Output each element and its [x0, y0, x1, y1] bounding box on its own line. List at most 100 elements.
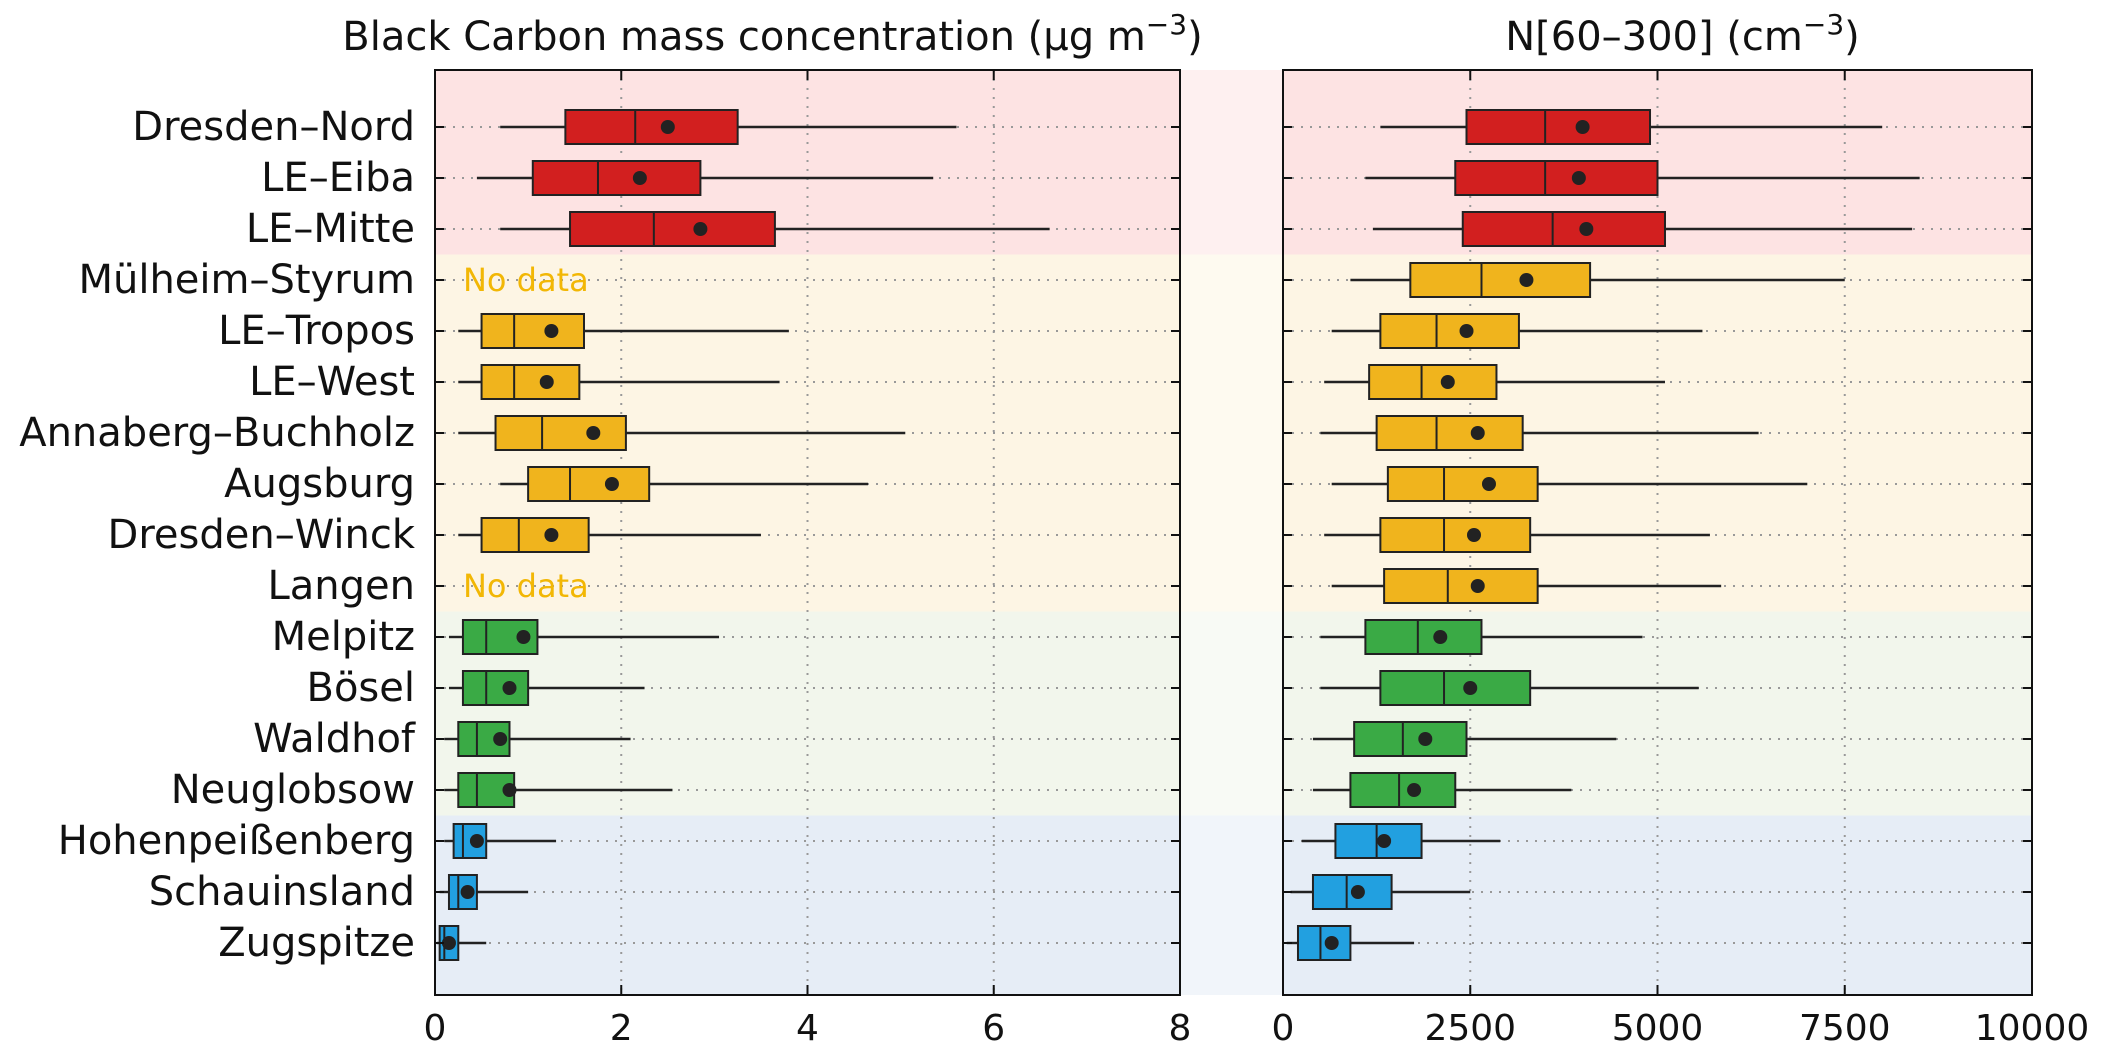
panel-2-title: N[60–300] (cm−3)	[1505, 8, 1860, 60]
station-label: Melpitz	[272, 614, 415, 660]
box-Dresden–Winck	[1324, 517, 1710, 553]
box-Langen	[1331, 568, 1722, 604]
band-green-gap	[1180, 611, 1283, 816]
iqr-box	[480, 313, 585, 349]
station-label: Zugspitze	[218, 920, 415, 966]
mean-marker	[1407, 783, 1422, 797]
iqr-box	[1296, 925, 1352, 961]
no-data-label: No data	[463, 567, 589, 605]
band-blue-panel1	[435, 815, 1180, 995]
box-Dresden–Nord	[500, 109, 957, 145]
mean-marker	[1324, 936, 1339, 950]
station-label: Hohenpeißenberg	[58, 818, 415, 864]
x-tick-label: 5000	[1612, 1008, 1704, 1049]
iqr-box	[527, 466, 651, 502]
mean-marker	[1470, 579, 1485, 593]
band-green-panel1	[435, 611, 1180, 816]
station-label: Waldhof	[253, 716, 416, 762]
station-label: LE–Eiba	[261, 155, 415, 201]
iqr-box	[1386, 466, 1539, 502]
iqr-box	[1461, 211, 1666, 247]
box-LE–Eiba	[1365, 160, 1920, 196]
station-label: Mülheim–Styrum	[78, 257, 415, 303]
x-tick-label: 10000	[1975, 1008, 2090, 1049]
mean-marker	[1459, 324, 1474, 338]
x-axis-ticks: 0 2 4 6 8 0 2500 5000 7500 10000	[424, 70, 2090, 1049]
station-label: Annaberg–Buchholz	[19, 410, 415, 456]
box-Augsburg	[500, 466, 869, 502]
mean-marker	[1466, 528, 1481, 542]
mean-marker	[502, 783, 517, 797]
station-label: Schauinsland	[149, 869, 415, 915]
mean-marker	[544, 324, 559, 338]
iqr-box	[1353, 721, 1468, 757]
station-label: LE–West	[249, 359, 415, 405]
mean-marker	[1463, 681, 1478, 695]
x-tick-label: 0	[424, 1008, 447, 1049]
band-orange-gap	[1180, 254, 1283, 612]
iqr-box	[569, 211, 776, 247]
band-red-gap	[1180, 70, 1283, 255]
box-Annaberg–Buchholz	[1320, 415, 1759, 451]
mean-marker	[441, 936, 456, 950]
box-Schauinsland	[1290, 874, 1471, 910]
mean-marker	[502, 681, 517, 695]
mean-marker	[1481, 477, 1496, 491]
x-tick-label: 0	[1272, 1008, 1295, 1049]
iqr-box	[1349, 772, 1457, 808]
iqr-box	[1379, 517, 1532, 553]
iqr-box	[1409, 262, 1592, 298]
box-Bösel	[448, 670, 645, 706]
station-label: LE–Mitte	[246, 206, 415, 252]
x-tick-label: 2500	[1424, 1008, 1516, 1049]
iqr-box	[1383, 568, 1539, 604]
box-Zugspitze	[1286, 925, 1415, 961]
mean-marker	[1575, 120, 1590, 134]
box-LE–Tropos	[1331, 313, 1703, 349]
station-label: Bösel	[307, 665, 415, 711]
box-Melpitz	[448, 619, 720, 655]
box-Mülheim–Styrum	[1350, 262, 1845, 298]
mean-marker	[1519, 273, 1534, 287]
mean-marker	[1470, 426, 1485, 440]
mean-marker	[1350, 885, 1365, 899]
iqr-box	[1454, 160, 1659, 196]
mean-marker	[469, 834, 484, 848]
box-LE–Tropos	[458, 313, 789, 349]
mean-marker	[1440, 375, 1455, 389]
mean-marker	[1418, 732, 1433, 746]
mean-marker	[693, 222, 708, 236]
iqr-box	[1379, 313, 1520, 349]
category-bands	[435, 70, 2032, 995]
x-tick-label: 8	[1169, 1008, 1192, 1049]
box-Waldhof	[1312, 721, 1617, 757]
iqr-box	[480, 517, 590, 553]
band-blue-gap	[1180, 815, 1283, 995]
panel-titles: Black Carbon mass concentration (μg m−3)…	[342, 8, 1859, 60]
x-tick-label: 4	[796, 1008, 819, 1049]
mean-marker	[660, 120, 675, 134]
x-tick-label: 2	[610, 1008, 633, 1049]
mean-marker	[1579, 222, 1594, 236]
iqr-box	[1375, 415, 1524, 451]
station-label: Dresden–Winck	[108, 512, 416, 558]
box-Bösel	[1320, 670, 1699, 706]
box-Annaberg–Buchholz	[458, 415, 906, 451]
iqr-box	[564, 109, 739, 145]
iqr-box	[1368, 364, 1498, 400]
station-label: Augsburg	[224, 461, 415, 507]
mean-marker	[1571, 171, 1586, 185]
box-Hohenpeißenberg	[1301, 823, 1501, 859]
station-label: Langen	[268, 563, 416, 609]
mean-marker	[544, 528, 559, 542]
box-series: No data No data	[436, 109, 1920, 961]
iqr-box	[1379, 670, 1532, 706]
no-data-label: No data	[463, 261, 589, 299]
box-LE–West	[1324, 364, 1665, 400]
panel-1-title: Black Carbon mass concentration (μg m−3)	[342, 8, 1202, 60]
box-Dresden–Nord	[1380, 109, 1883, 145]
mean-marker	[539, 375, 554, 389]
mean-marker	[604, 477, 619, 491]
iqr-box	[531, 160, 702, 196]
